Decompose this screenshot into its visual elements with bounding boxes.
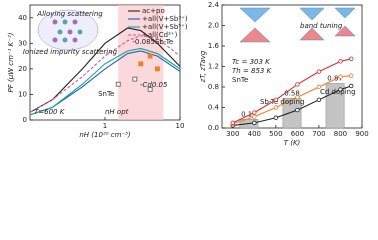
series-marker [252,120,257,126]
annotation: Alloying scattering [36,10,103,18]
series-marker [338,74,343,79]
data-point [115,81,121,87]
y-tick-label: 0.8 [208,83,219,91]
x-tick-label: 800 [334,130,347,138]
series-marker [338,59,343,64]
y-tick-label: 0.4 [208,104,220,112]
y-tick-label: 0 [23,116,27,124]
y-tick-label: 2.0 [208,22,219,30]
series-marker [338,87,343,92]
series-marker [230,120,235,126]
series-marker [349,73,354,78]
series-marker [349,83,354,89]
x-tick-label: 300 [226,130,239,138]
data-point [132,76,138,82]
data-point [147,53,153,59]
series-label: Cd doping [320,88,356,96]
lattice-inset [37,9,99,51]
x-tick-label: 10 [176,122,185,130]
series-marker [316,69,322,74]
series-line [29,27,181,113]
series-line [29,47,181,116]
y-tick-label: 1.6 [208,42,220,50]
annotation: band tuning [300,22,343,30]
legend-label: +all(Cd²⁺) [142,31,178,39]
series-marker [295,82,300,87]
series-label: Sb-Te doping [260,98,304,106]
series-marker [273,97,279,103]
series-label: SnTe [232,76,248,84]
x-tick-label: 600 [291,130,304,138]
series-marker [295,95,300,100]
y-axis-label: PF (μW cm⁻¹ K⁻²) [7,32,15,92]
data-point [138,61,144,67]
annotation: T=600 K [34,108,66,116]
series-marker [316,97,322,103]
legend-label: +all(V+Sb³⁺) [142,15,188,23]
y-tick-label: 0.0 [208,124,219,132]
annotation: Tc = 303 K [232,58,271,66]
bar-label: 0.58 [284,89,300,97]
x-tick-label: 1 [103,122,107,130]
x-tick-label: 700 [312,130,325,138]
y-tick-label: 2.4 [208,1,220,9]
zt-avg-bar [282,98,302,129]
y-tick-label: 1.2 [208,63,219,71]
x-axis-label: nH (10²⁰ cm⁻³) [79,131,131,139]
x-tick-label: 900 [355,130,368,138]
legend-label: +all(V+Sb⁵⁺) [142,23,188,31]
series-marker [316,84,322,90]
y-axis-label: zT, zTavg [199,50,207,83]
bar-label: 0.17 [241,110,257,118]
y-tick-label: 30 [18,39,27,47]
x-tick-label: 500 [269,130,282,138]
point-label: -0.085Sb-Te [132,38,173,46]
band-cones [239,7,356,43]
bar-label: 0.87 [327,74,343,82]
series-marker [273,115,279,120]
figure: 0 10 20 30 40 1 10 nH (10²⁰ cm⁻³) PF (μW cm⁻¹ K⁻… [7,1,369,147]
y-tick-label: 20 [18,65,27,73]
legend-label: ac+po [142,7,165,15]
annotation: nH opt [105,108,129,116]
y-tick-label: 40 [18,14,27,22]
series-marker [273,105,279,110]
y-tick-label: 10 [18,90,27,98]
series-line [29,35,181,113]
x-tick-label: 400 [248,130,261,138]
data-point [147,86,153,92]
annotation: Ionized impurity scattering [23,48,118,56]
series-marker [252,114,257,119]
series-marker [252,110,257,115]
x-axis-label: T (K) [284,139,301,147]
annotation: -Cd0.05 [140,81,168,89]
annotation: Th = 853 K [232,67,273,75]
series-marker [295,107,300,113]
series-marker [349,56,354,62]
point-label: SnTe [98,90,114,98]
data-point [155,66,160,72]
